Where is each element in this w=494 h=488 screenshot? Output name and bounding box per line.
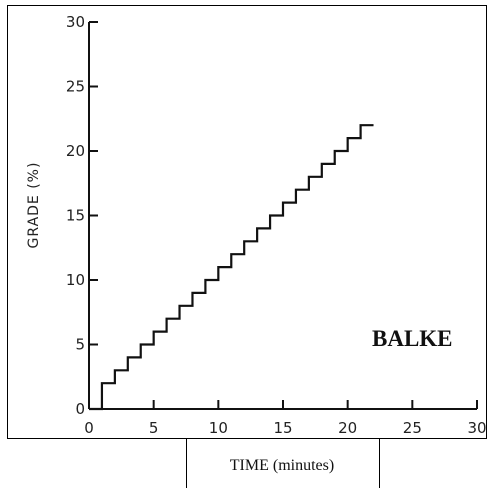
series-step-line	[89, 124, 374, 411]
y-tick-label: 0	[75, 400, 85, 418]
x-tick-label: 10	[209, 419, 228, 437]
x-axis-ticks: 0 5 10 15 20 25 30	[84, 400, 487, 437]
y-tick-label: 20	[66, 142, 85, 160]
chart-frame	[7, 5, 487, 439]
x-tick-label: 20	[338, 419, 357, 437]
y-axis-ticks: 0 5 10 15 20 25 30	[66, 13, 98, 418]
x-tick-label: 25	[403, 419, 422, 437]
x-tick-label: 0	[84, 419, 94, 437]
y-tick-label: 25	[66, 78, 85, 96]
y-axis-title: GRADE (%)	[26, 162, 42, 249]
x-axis-title: TIME (minutes)	[230, 457, 334, 474]
x-tick-label: 15	[273, 419, 292, 437]
y-tick-label: 15	[66, 207, 85, 225]
y-tick-label: 30	[66, 13, 85, 31]
x-tick-label: 5	[149, 419, 159, 437]
y-tick-label: 5	[75, 336, 85, 354]
balke-annotation: BALKE	[372, 326, 453, 351]
y-tick-label: 10	[66, 271, 85, 289]
x-tick-label: 30	[467, 419, 486, 437]
